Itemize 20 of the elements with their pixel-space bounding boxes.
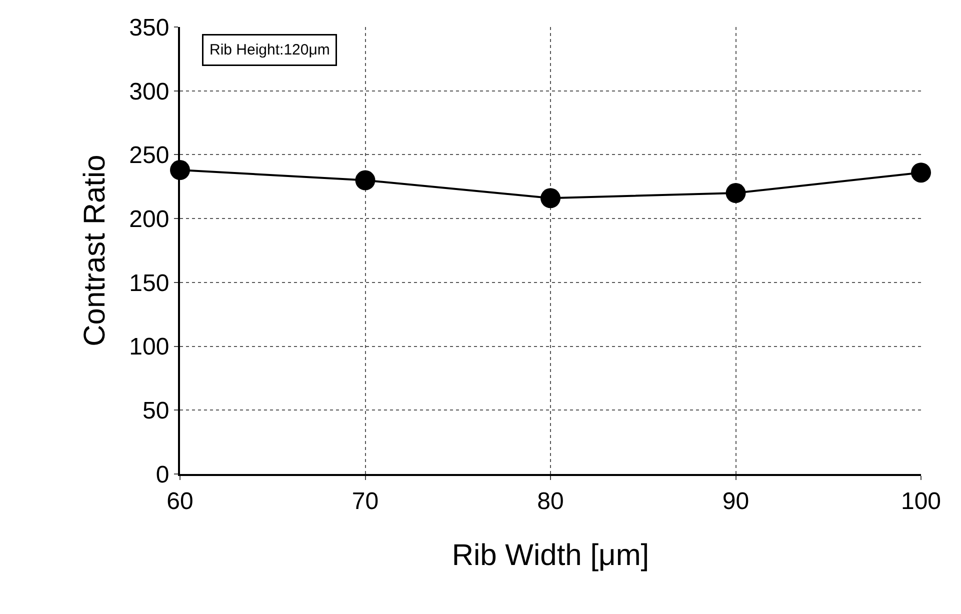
y-tick-label: 200 [129, 206, 170, 233]
x-axis-title: Rib Width [μm] [452, 538, 650, 572]
y-tick-label: 150 [129, 270, 170, 297]
x-tick-label: 70 [352, 488, 379, 515]
point [911, 162, 931, 183]
point [726, 183, 746, 204]
y-tick-label: 0 [156, 461, 170, 488]
x-tick-label: 60 [166, 488, 194, 515]
annotation: Rib Height:120μm [210, 42, 330, 58]
y-axis-title: Contrast Ratio [78, 154, 112, 346]
point [355, 170, 376, 190]
y-tick-label: 300 [129, 78, 170, 106]
y-tick-label: 250 [129, 142, 170, 170]
x-tick-label: 80 [537, 488, 564, 515]
x-tick-label: 100 [900, 488, 942, 515]
x-tick-label: 90 [722, 488, 750, 515]
y-tick-label: 100 [129, 334, 170, 361]
y-tick-label: 50 [142, 398, 170, 425]
y-tick-label: 350 [129, 14, 170, 42]
point [540, 188, 560, 208]
